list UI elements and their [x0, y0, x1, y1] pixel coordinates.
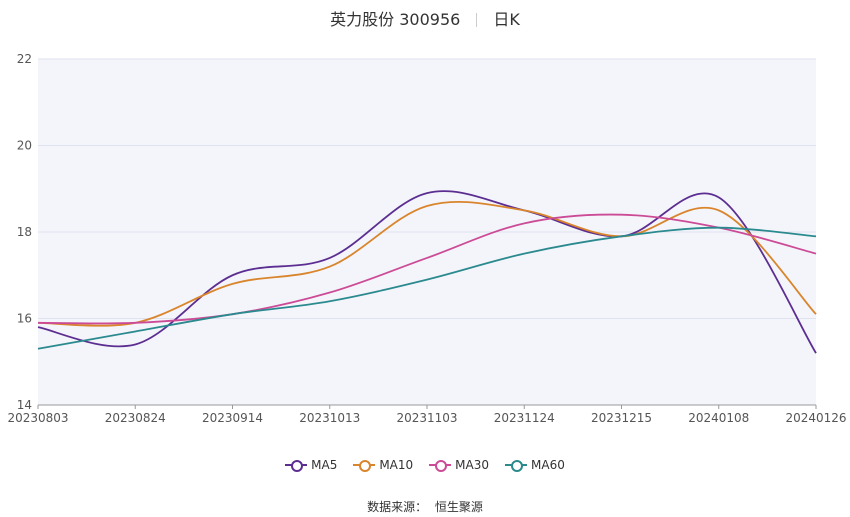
y-tick-label: 22: [17, 52, 32, 66]
legend-label-ma60: MA60: [531, 458, 565, 472]
legend-swatch-ma30: [429, 458, 452, 472]
chart-title: 英力股份 300956 日K: [0, 6, 850, 30]
x-tick-label: 20230914: [202, 411, 263, 425]
title-separator: [476, 13, 478, 27]
x-tick-label: 20231103: [396, 411, 457, 425]
legend-item-ma30[interactable]: MA30: [429, 458, 489, 472]
series-line-ma10: [37, 201, 817, 327]
legend-swatch-ma5: [285, 458, 308, 472]
x-tick-label: 20230803: [7, 411, 68, 425]
data-source: 数据来源： 恒生聚源: [0, 498, 850, 515]
legend-item-ma10[interactable]: MA10: [353, 458, 413, 472]
series-line-ma30: [37, 213, 817, 325]
source-name: 恒生聚源: [434, 500, 483, 514]
legend-item-ma5[interactable]: MA5: [285, 458, 337, 472]
x-tick-label: 20240108: [688, 411, 749, 425]
y-tick-label: 20: [17, 139, 32, 153]
legend-item-ma60[interactable]: MA60: [505, 458, 565, 472]
x-tick-label: 20231013: [299, 411, 360, 425]
stock-name: 英力股份 300956: [330, 10, 461, 29]
y-tick-label: 18: [17, 225, 32, 239]
legend-swatch-ma10: [353, 458, 376, 472]
source-label: 数据来源：: [367, 500, 428, 514]
series-line-ma5: [37, 190, 817, 354]
legend: MA5 MA10 MA30 MA60: [0, 458, 850, 472]
y-tick-label: 16: [17, 312, 32, 326]
x-tick-label: 20231124: [494, 411, 555, 425]
legend-label-ma30: MA30: [455, 458, 490, 472]
legend-label-ma10: MA10: [379, 458, 414, 472]
series-line-ma60: [37, 226, 817, 350]
legend-label-ma5: MA5: [311, 458, 338, 472]
x-tick-label: 20231215: [591, 411, 652, 425]
legend-swatch-ma60: [505, 458, 528, 472]
y-tick-label: 14: [17, 398, 32, 412]
period-label: 日K: [493, 10, 520, 29]
x-tick-label: 20240126: [785, 411, 846, 425]
x-tick-label: 20230824: [105, 411, 166, 425]
